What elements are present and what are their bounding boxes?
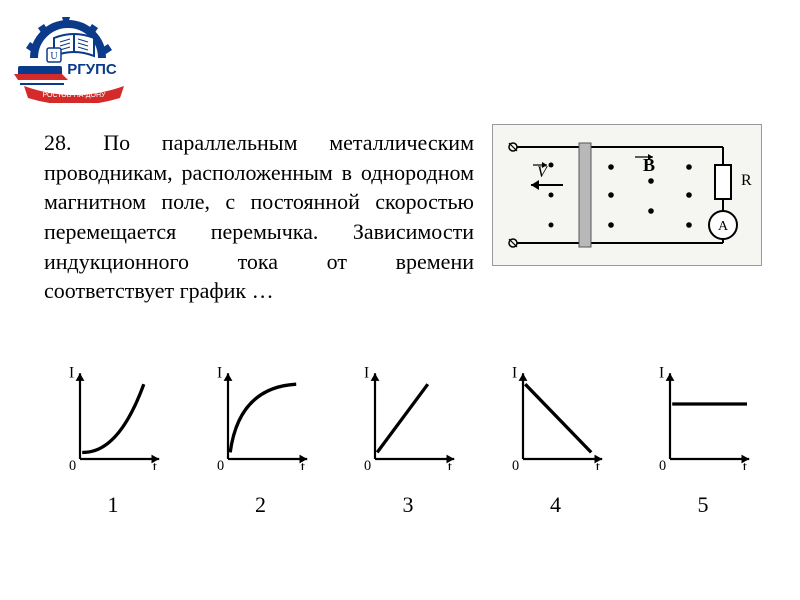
a-label: А	[718, 219, 729, 234]
svg-text:I: I	[364, 365, 369, 382]
logo-ribbon-text: РОСТОВ-НА-ДОНУ	[43, 92, 106, 99]
svg-text:t: t	[743, 459, 748, 470]
svg-text:t: t	[448, 459, 453, 470]
logo: U РГУПС РОСТОВ-НА-ДОНУ	[14, 8, 134, 103]
svg-text:0: 0	[659, 458, 666, 470]
num-4: 4	[501, 492, 611, 518]
svg-text:0: 0	[217, 458, 224, 470]
graph-2: I t 0	[206, 360, 316, 470]
problem-body: По параллельным металлическим проводника…	[44, 130, 474, 303]
logo-svg: U РГУПС РОСТОВ-НА-ДОНУ	[14, 8, 134, 103]
svg-text:0: 0	[512, 458, 519, 470]
svg-text:I: I	[69, 365, 74, 382]
svg-text:I: I	[512, 365, 517, 382]
problem-text: 28. По параллельным металлическим провод…	[44, 128, 474, 306]
svg-text:0: 0	[364, 458, 371, 470]
graph-5: I t 0	[648, 360, 758, 470]
num-2: 2	[206, 492, 316, 518]
svg-text:t: t	[153, 459, 158, 470]
graph-4: I t 0	[501, 360, 611, 470]
graph-1: I t 0	[58, 360, 168, 470]
problem-block: 28. По параллельным металлическим провод…	[44, 128, 754, 306]
problem-number: 28.	[44, 130, 72, 155]
page: U РГУПС РОСТОВ-НА-ДОНУ 28. По параллельн…	[0, 0, 800, 600]
svg-text:t: t	[595, 459, 600, 470]
r-label: R	[741, 172, 752, 189]
logo-acronym: РГУПС	[67, 61, 117, 78]
svg-text:I: I	[659, 365, 664, 382]
num-5: 5	[648, 492, 758, 518]
svg-text:U: U	[50, 51, 58, 62]
graphs-row: I t 0 I t 0 I t 0 I t 0	[58, 360, 758, 480]
svg-text:I: I	[217, 365, 222, 382]
svg-text:t: t	[300, 459, 305, 470]
num-1: 1	[58, 492, 168, 518]
circuit-diagram: R А V B	[492, 124, 762, 266]
graph-3: I t 0	[353, 360, 463, 470]
graph-numbers: 1 2 3 4 5	[58, 492, 758, 518]
num-3: 3	[353, 492, 463, 518]
svg-text:0: 0	[69, 458, 76, 470]
